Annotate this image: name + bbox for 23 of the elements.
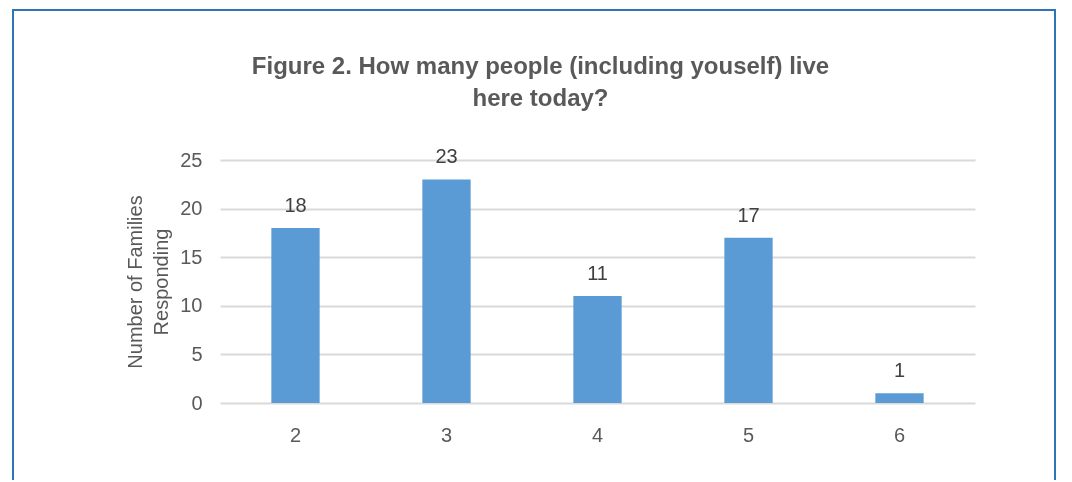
bar xyxy=(724,237,773,403)
x-tick-label: 6 xyxy=(893,423,906,446)
bar xyxy=(271,228,320,403)
x-tick-label: 3 xyxy=(440,423,453,446)
y-axis-title: Number of Families Responding xyxy=(124,195,173,369)
y-tick-label: 20 xyxy=(180,197,203,220)
bar xyxy=(573,296,622,403)
y-tick-label: 25 xyxy=(180,148,203,171)
y-tick-label: 5 xyxy=(191,342,203,365)
data-label: 23 xyxy=(435,145,458,168)
data-label: 17 xyxy=(737,203,760,226)
y-tick-label: 15 xyxy=(180,245,203,268)
y-tick-label: 10 xyxy=(180,294,203,317)
bar xyxy=(875,393,924,403)
data-label: 11 xyxy=(587,262,608,285)
y-tick-label: 0 xyxy=(191,391,203,414)
data-label: 18 xyxy=(284,194,307,217)
x-tick-label: 4 xyxy=(591,423,604,446)
data-label: 1 xyxy=(893,359,906,382)
x-tick-label: 5 xyxy=(742,423,755,446)
chart-title: Figure 2. How many people (including youself) live here today? xyxy=(251,52,830,112)
bar xyxy=(422,179,471,403)
x-tick-label: 2 xyxy=(289,423,302,446)
